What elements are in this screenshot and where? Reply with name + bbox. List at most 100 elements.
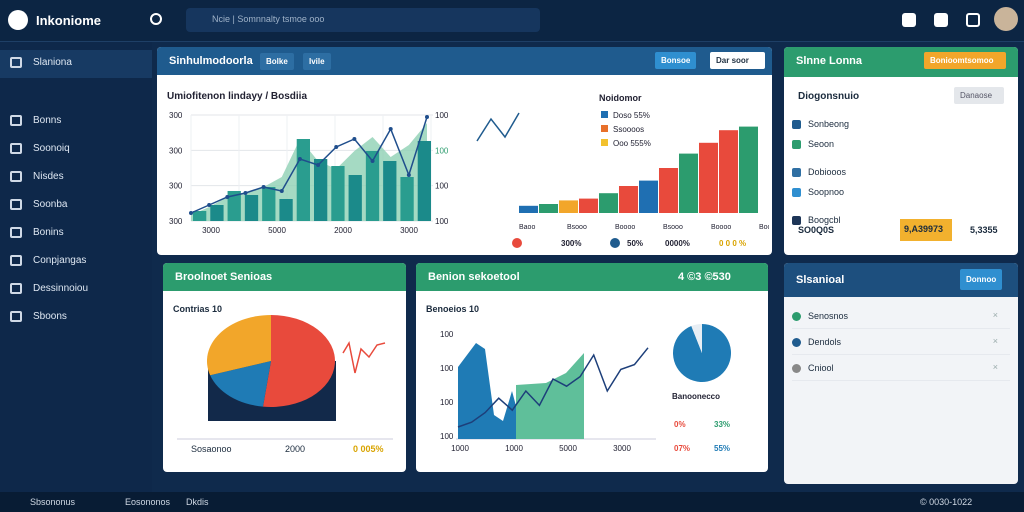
button[interactable]: Bonioomtsomoo	[924, 52, 1006, 69]
nav-item[interactable]: Nisdes	[0, 164, 152, 190]
label: 100	[435, 182, 449, 191]
label: 300	[169, 111, 183, 120]
button[interactable]: Danaose	[954, 87, 1004, 104]
bar	[400, 177, 414, 221]
nav-icon	[10, 57, 22, 68]
subtitle: Diogonsnuio	[798, 91, 860, 102]
button[interactable]: Bonsoe	[655, 52, 697, 69]
close-button[interactable]: ×	[992, 336, 998, 346]
nav-label: Nisdes	[33, 171, 64, 182]
label: 1000	[451, 444, 469, 453]
bar-chart: Noidomor Doso 55% Ssoooos Ooo 555% Baoo Bsooo…	[476, 93, 769, 248]
total-label: SO0Q0S	[798, 225, 835, 235]
panel-header: Slsanioal Donnoo	[784, 263, 1018, 297]
panel-title: Slnne Lonna	[796, 55, 862, 67]
area-chart: 100 100 100 100 1000 1000 5000 3000 Banoonecco 0%…	[440, 324, 731, 453]
point	[189, 211, 193, 215]
row-icon	[792, 168, 801, 177]
button[interactable]: Dar soor	[710, 52, 765, 69]
legend-swatch	[601, 125, 608, 132]
sidebar: Slaniona Bonns Soonoiq Nisdes Soonba Bonins Co…	[0, 42, 152, 492]
footer-text: Dkdis	[186, 497, 209, 507]
label: 55%	[714, 444, 730, 453]
point	[297, 157, 302, 161]
point	[225, 195, 230, 199]
row-icon	[792, 312, 801, 321]
icon[interactable]	[966, 13, 980, 27]
point	[316, 163, 321, 167]
label: 100	[440, 398, 454, 407]
row-icon	[792, 338, 801, 347]
tab[interactable]: Bolke	[260, 53, 294, 70]
bar	[539, 204, 558, 213]
list-row: Dobiooos	[792, 161, 1010, 185]
label: 100	[440, 364, 454, 373]
close-button[interactable]: ×	[992, 362, 998, 372]
avatar[interactable]	[994, 7, 1018, 31]
bar	[244, 195, 259, 221]
label: 300	[169, 182, 183, 191]
row-icon	[792, 364, 801, 373]
search-box[interactable]: Ncie | Somnnalty tsmoe ooo	[186, 8, 540, 32]
nav-label: Dessinnoiou	[33, 283, 89, 294]
bar	[348, 175, 362, 221]
icon[interactable]	[902, 13, 916, 27]
label: 50%	[627, 239, 643, 248]
point	[279, 189, 284, 193]
row-icon	[792, 140, 801, 149]
label: 1000	[505, 444, 523, 453]
button[interactable]: Donnoo	[960, 269, 1003, 290]
panel-meta: 4 ©3 ©530	[678, 271, 731, 283]
bar	[619, 186, 638, 213]
bar	[679, 153, 698, 213]
nav-item[interactable]: Dessinnoiou	[0, 276, 152, 302]
label: 5000	[559, 444, 577, 453]
nav-item[interactable]: Soonba	[0, 192, 152, 218]
bar	[314, 159, 328, 221]
row-label: Sonbeong	[808, 119, 850, 129]
nav-item[interactable]: Soonoiq	[0, 136, 152, 162]
subtitle: Benoeios 10	[426, 304, 480, 314]
app-name: Inkoniome	[36, 13, 102, 28]
label: 07%	[674, 444, 690, 453]
bar	[210, 205, 224, 221]
label: 3000	[400, 226, 418, 235]
row-label: Seoon	[808, 139, 835, 149]
nav-label: Soonba	[33, 199, 68, 210]
label: 100	[440, 330, 454, 339]
panel-title: Sinhulmodoorla	[169, 55, 253, 67]
side-panel: Slnne Lonna Bonioomtsomoo Diogonsnuio Da…	[784, 47, 1018, 255]
nav-item[interactable]: Bonins	[0, 220, 152, 246]
search-icon[interactable]	[150, 13, 162, 25]
footer-text: Eosononos	[125, 497, 171, 507]
bar	[519, 205, 538, 213]
legend-pct: 0 005%	[353, 444, 384, 454]
panel-title: Broolnoet Senioas	[175, 271, 273, 283]
nav-item[interactable]: Slaniona	[0, 50, 152, 78]
label: 100	[435, 146, 449, 155]
line	[476, 112, 520, 142]
label: 3000	[202, 226, 220, 235]
label: Bsooo	[663, 224, 683, 231]
pie-slice	[262, 315, 335, 407]
area	[516, 353, 584, 439]
nav-item[interactable]: Bonns	[0, 108, 152, 134]
row-label: Cniool	[808, 363, 834, 373]
label: 300	[169, 217, 183, 226]
label: Baoo	[519, 224, 535, 231]
pie-panel: Broolnoet Senioas Contrias 10 Sosaonoo 2…	[163, 263, 406, 472]
panel-header: Sinhulmodoorla Bolke Ivile Bonsoe Dar so…	[157, 47, 772, 75]
total-value: 9,A39973	[900, 219, 952, 241]
nav-item[interactable]: Sboons	[0, 304, 152, 330]
close-button[interactable]: ×	[992, 310, 998, 320]
icon[interactable]	[934, 13, 948, 27]
label: 33%	[714, 420, 730, 429]
nav-icon	[10, 115, 22, 126]
nav-label: Slaniona	[33, 57, 72, 68]
area-panel: Benion sekoetool 4 ©3 ©530 Benoeios 10 1…	[416, 263, 768, 472]
tab[interactable]: Ivile	[303, 53, 331, 70]
nav-item[interactable]: Conpjangas	[0, 248, 152, 274]
dot	[610, 238, 620, 248]
pie-chart	[177, 315, 393, 440]
list-row: Senosnos ×	[792, 305, 1010, 329]
